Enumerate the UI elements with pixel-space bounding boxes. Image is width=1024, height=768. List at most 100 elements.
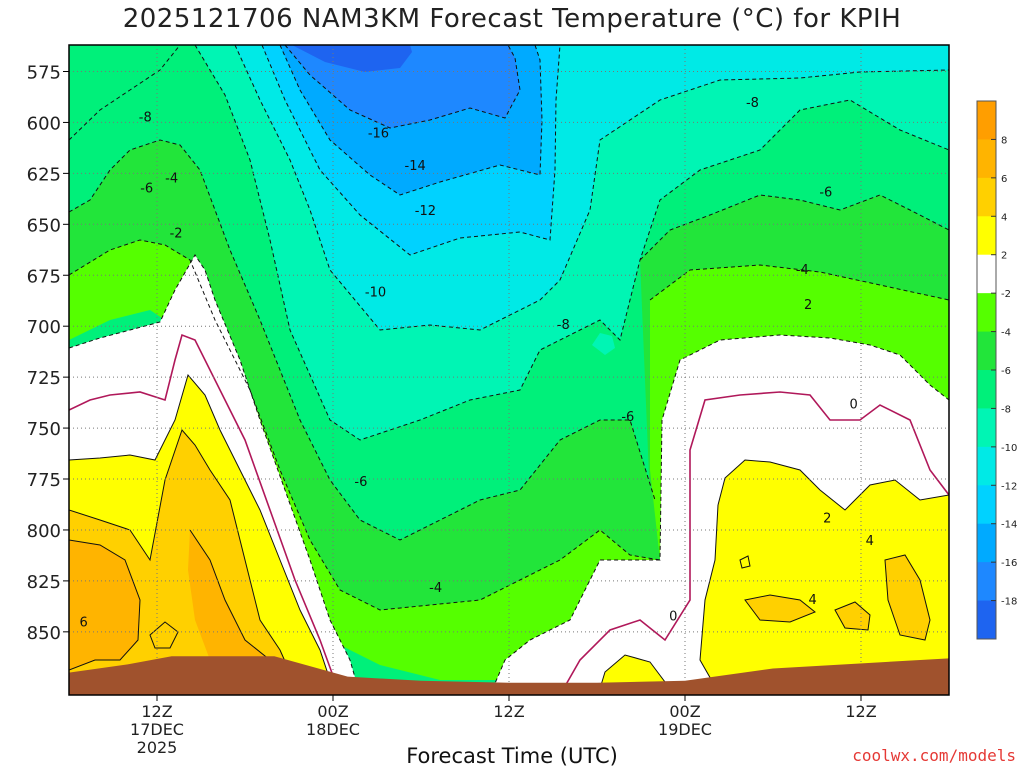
terrain [69,656,949,695]
colorbar-label: 8 [1001,135,1007,146]
contour-label: -16 [368,127,389,142]
contour-label: 0 [669,610,677,625]
colorbar-band [977,331,996,371]
contour-m16 [279,45,543,196]
y-tick-label: 800 [27,521,61,542]
contour-p4-r1 [744,594,816,623]
colorbar-label: -2 [1001,289,1011,300]
contour-label: -4 [796,263,809,278]
band-m20 [292,45,412,72]
contour-label: 0 [850,398,858,413]
x-tick-label: 17DEC [130,720,184,739]
contour-m4-right [649,264,949,301]
contour-m18 [284,45,521,129]
colorbar-label: -6 [1001,366,1011,377]
x-tick-label: 2025 [137,738,178,757]
contour-m14 [261,45,561,256]
contour-p2-left [69,373,336,695]
contour-label: 2 [823,512,831,527]
y-tick-label: 850 [27,623,61,644]
freezing-line-left [69,333,341,695]
colorbar-label: -12 [1001,481,1017,492]
contour-label: -6 [819,186,832,201]
x-tick-label: 00Z [669,702,700,721]
colorbar-band [977,177,996,217]
y-tick-label: 625 [27,164,61,185]
y-tick-label: 675 [27,266,61,287]
y-tick-label: 700 [27,317,61,338]
colorbar-label: 2 [1001,251,1007,262]
colorbar-band [977,446,996,486]
colorbar: 8 6 4 2 -2 -4 -6 -8 -10 -12 -14 -16 -18 [976,100,1017,640]
colorbar-band [977,216,996,256]
freezing-line-right [559,391,949,695]
colorbar-label: -14 [1001,520,1017,531]
x-tick-label: 12Z [493,702,524,721]
temperature-field: -16 -14 -12 -10 -8 -8 -8 -6 -6 -6 -6 -4 -4 -4 -2 2 2 0 0 4 4… [69,45,949,695]
grid [69,45,949,695]
contour-label: -6 [621,410,634,425]
x-tick-label: 00Z [317,702,348,721]
colorbar-label: 6 [1001,174,1007,185]
colorbar-band [977,370,996,409]
colorbar-band [977,408,996,448]
contour-m2-right [489,334,949,695]
band-p2-right [700,460,949,695]
y-tick-label: 775 [27,470,61,491]
contour-label: -8 [746,96,759,111]
contour-label: 4 [866,534,874,549]
colorbar-band [977,523,996,563]
band-zero-rm [592,333,615,355]
contour-m2-left [69,254,361,695]
x-tick-label: 18DEC [306,720,360,739]
contour-p4-r3 [834,601,871,631]
colorbar-label: -10 [1001,443,1017,454]
colorbar-label: -16 [1001,558,1017,569]
colorbar-band [977,600,996,640]
y-tick-label: 825 [27,572,61,593]
y-axis: 575 600 625 650 675 700 725 750 775 800 825 850 [27,62,69,644]
contour-p2-right [717,459,949,511]
negative-contours [69,45,949,695]
chart-title: 2025121706 NAM3KM Forecast Temperature (… [122,4,902,34]
contour-label: -4 [165,171,178,186]
contour-label: -10 [365,286,386,301]
band-p6-left2 [188,530,270,665]
colorbar-band [977,562,996,602]
band-m6-left [69,140,660,660]
x-tick-label: 12Z [845,702,876,721]
colorbar-label: -8 [1001,404,1011,415]
band-p4-r2 [885,555,930,640]
contour-p6-left [69,539,141,671]
y-tick-label: 575 [27,62,61,83]
x-tick-label: 12Z [141,702,172,721]
y-tick-label: 750 [27,419,61,440]
contour-label: -6 [140,182,153,197]
contour-p6-left2 [189,529,271,661]
contour-m12 [234,45,949,331]
contour-label: 6 [80,616,88,631]
contour-label: -6 [354,475,367,490]
band-p4-r1 [745,595,815,622]
watermark: coolwx.com/models [852,746,1016,765]
contour-m8-left [69,45,181,141]
contour-p2-right-lower [699,504,721,695]
contour-label: -8 [139,110,152,125]
contour-m6-right [639,194,949,261]
colorbar-band [977,139,996,179]
colorbar-band [977,101,996,140]
contour-p2-left-blob [149,621,179,649]
x-tick-label: 19DEC [658,720,712,739]
colorbar-band [977,293,996,333]
contour-label: -8 [557,318,570,333]
contour-label: 2 [804,298,812,313]
contour-m4-left [69,239,661,611]
y-tick-label: 650 [27,215,61,236]
freezing-line [69,333,949,695]
contour-label: -14 [405,159,426,174]
contour-label: 4 [808,593,816,608]
x-axis-title: Forecast Time (UTC) [406,744,618,768]
contour-m6-left [69,139,656,541]
